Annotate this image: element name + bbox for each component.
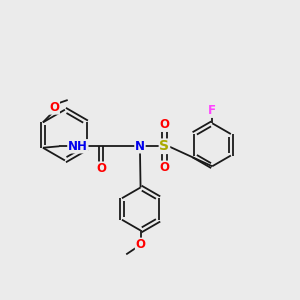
Text: S: S: [159, 139, 170, 153]
Text: NH: NH: [68, 140, 88, 153]
Text: O: O: [49, 101, 59, 114]
Text: O: O: [159, 161, 170, 174]
Text: O: O: [96, 162, 106, 175]
Text: O: O: [136, 238, 146, 251]
Text: F: F: [208, 104, 216, 117]
Text: O: O: [159, 118, 170, 131]
Text: N: N: [135, 140, 145, 153]
